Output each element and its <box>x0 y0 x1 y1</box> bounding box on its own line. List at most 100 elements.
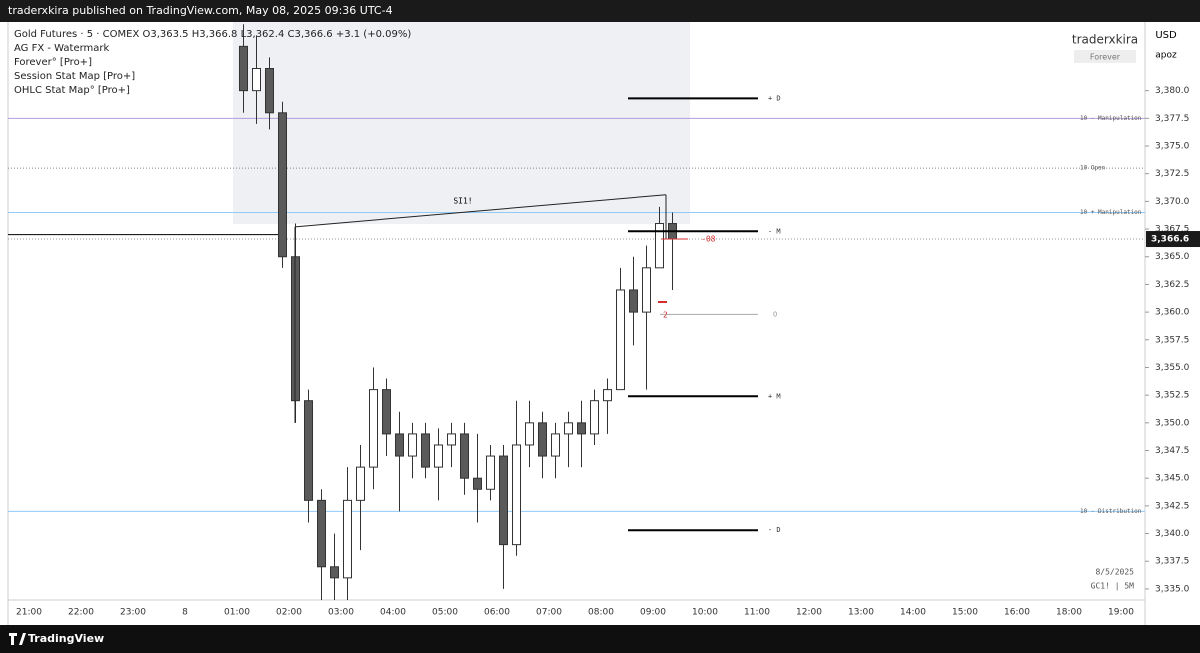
legend-line: AG FX - Watermark <box>14 43 110 54</box>
candle-body <box>590 400 599 435</box>
candle-body <box>421 433 430 468</box>
y-tick-label: 3,360.0 <box>1155 308 1190 318</box>
candle-body <box>525 422 534 446</box>
projection-label: + D <box>768 94 781 102</box>
candle-body <box>343 499 352 579</box>
candle-body <box>655 223 664 269</box>
legend-line: Session Stat Map [Pro+] <box>14 71 135 82</box>
legend-line: Gold Futures · 5 · COMEX O3,363.5 H3,366… <box>14 29 411 40</box>
y-tick-label: 3,370.0 <box>1155 197 1190 207</box>
x-tick-label: 8 <box>182 608 188 618</box>
y-tick-label: 3,362.5 <box>1155 280 1189 290</box>
x-tick-label: 10:00 <box>692 608 718 618</box>
last-price-label: 3,366.6 <box>1151 235 1189 245</box>
x-tick-label: 07:00 <box>536 608 562 618</box>
candle-body <box>252 68 261 92</box>
candle-body <box>278 112 287 258</box>
candle-body <box>538 422 547 457</box>
y-tick-label: 3,377.5 <box>1155 114 1189 124</box>
header: traderxkira published on TradingView.com… <box>8 4 393 17</box>
x-tick-label: 16:00 <box>1004 608 1030 618</box>
top-bar <box>0 0 1200 22</box>
y-tick-label: 3,375.0 <box>1155 142 1190 152</box>
x-tick-label: 18:00 <box>1056 608 1082 618</box>
y-tick-label: 3,347.5 <box>1155 446 1189 456</box>
x-tick-label: 22:00 <box>68 608 94 618</box>
watermark-tag-box <box>1074 50 1136 63</box>
x-tick-label: 19:00 <box>1108 608 1134 618</box>
candle-body <box>512 444 521 546</box>
y-tick-label: 3,342.5 <box>1155 501 1189 511</box>
footer-date: 8/5/2025 <box>1095 568 1134 577</box>
brand: TradingView <box>28 632 104 645</box>
x-tick-label: 08:00 <box>588 608 614 618</box>
y-tick-label: 3,337.5 <box>1155 557 1189 567</box>
candle-body <box>603 389 612 402</box>
y-tick-label: 3,340.0 <box>1155 529 1190 539</box>
candle-body <box>239 45 248 92</box>
projection-label: - D <box>768 526 781 534</box>
candle-body <box>564 422 573 435</box>
candle-body <box>408 433 417 457</box>
candle-body <box>395 433 404 457</box>
footer-symbol: GC1! | 5M <box>1091 582 1135 591</box>
x-tick-label: 09:00 <box>640 608 666 618</box>
x-tick-label: 01:00 <box>224 608 250 618</box>
x-tick-label: 04:00 <box>380 608 406 618</box>
y-tick-label: 3,350.0 <box>1155 418 1190 428</box>
y-tick-label: 3,335.0 <box>1155 584 1190 594</box>
candle-body <box>616 289 625 391</box>
projection-label: O <box>773 310 777 318</box>
y-tick-label: 3,357.5 <box>1155 335 1189 345</box>
candle-body <box>499 455 508 546</box>
session-level-label: 10 Open <box>1080 165 1106 172</box>
session-level-label: 10 - Distribution <box>1080 508 1142 515</box>
bottom-bar <box>0 625 1200 653</box>
session-level-label: 10 - Manipulation <box>1080 115 1142 122</box>
candle-body <box>486 455 495 490</box>
session-box <box>233 22 690 224</box>
candle-body <box>460 433 469 479</box>
spread-label: SI1! <box>453 196 472 205</box>
projection-label: + M <box>768 392 781 400</box>
candle-body <box>642 267 651 313</box>
x-tick-label: 12:00 <box>796 608 822 618</box>
y-tick-label: 3,372.5 <box>1155 169 1189 179</box>
x-tick-label: 11:00 <box>744 608 770 618</box>
watermark-name: traderxkira <box>1072 33 1138 47</box>
x-tick-label: 15:00 <box>952 608 978 618</box>
session-level-label: 10 + Manipulation <box>1080 209 1142 216</box>
candle-body <box>382 389 391 435</box>
currency: USD <box>1155 30 1177 41</box>
x-tick-label: 14:00 <box>900 608 926 618</box>
candle-body <box>304 400 313 501</box>
watermark-tag: Forever <box>1090 53 1121 62</box>
candle-body <box>577 422 586 435</box>
y-tick-label: 3,352.5 <box>1155 391 1189 401</box>
candle-body <box>369 389 378 468</box>
candle-body <box>434 444 443 468</box>
legend-line: Forever° [Pro+] <box>14 57 92 68</box>
candle-body <box>330 566 339 579</box>
candle-body <box>629 289 638 313</box>
x-tick-label: 02:00 <box>276 608 302 618</box>
legend-line: OHLC Stat Map° [Pro+] <box>14 85 130 96</box>
x-tick-label: 21:00 <box>16 608 42 618</box>
candle-body <box>551 433 560 457</box>
y-tick-label: 3,380.0 <box>1155 86 1190 96</box>
x-tick-label: 06:00 <box>484 608 510 618</box>
candle-body <box>265 68 274 114</box>
y-tick-label: 3,367.5 <box>1155 225 1189 235</box>
candle-body <box>473 477 482 490</box>
x-tick-label: 23:00 <box>120 608 146 618</box>
last-price-box <box>1146 231 1200 248</box>
candle-body <box>447 433 456 446</box>
candle-body <box>356 466 365 501</box>
x-tick-label: 03:00 <box>328 608 354 618</box>
y-tick-label: 3,345.0 <box>1155 474 1190 484</box>
x-tick-label: 13:00 <box>848 608 874 618</box>
candle-body <box>317 499 326 568</box>
y-tick-label: 3,355.0 <box>1155 363 1190 373</box>
axis-user: apoz <box>1155 51 1177 61</box>
